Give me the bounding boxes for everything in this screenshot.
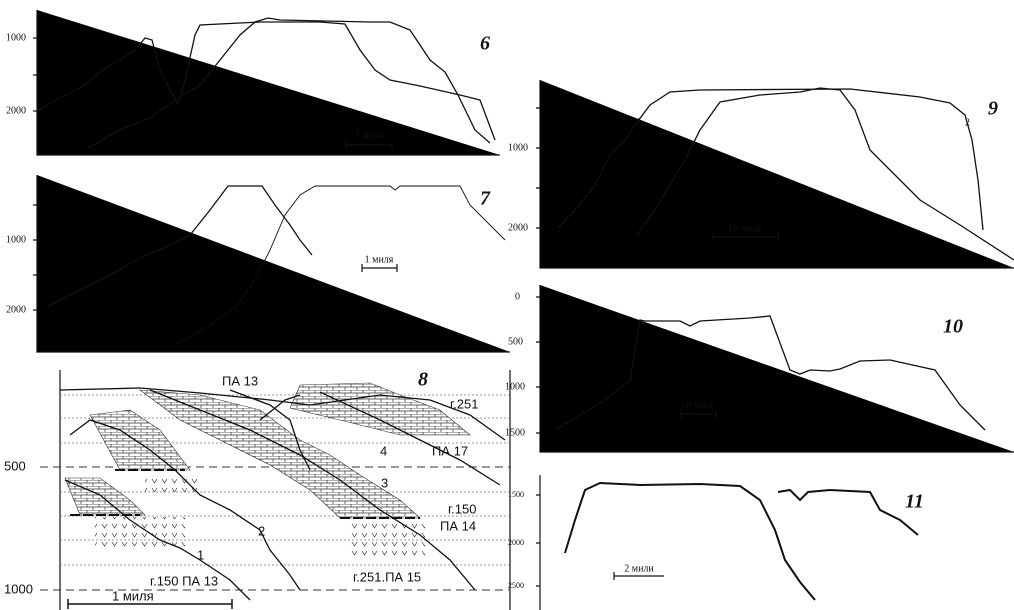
annotation: ПА 14 (440, 518, 476, 533)
volcanics (350, 524, 425, 560)
axis (36, 10, 500, 156)
annotation: г.150 ПА 13 (150, 573, 218, 588)
contact (70, 469, 420, 519)
profile (149, 389, 476, 591)
profile (64, 479, 251, 601)
panel-7: 1000 2000 1 миля 7 (6, 175, 510, 353)
scale-label: 1 миля (365, 254, 394, 265)
ticks (536, 296, 540, 434)
scale-bar (712, 233, 779, 241)
panel-6: 1000 2000 1 миля 6 (6, 10, 500, 156)
profile (777, 488, 919, 536)
volcanics (145, 476, 200, 492)
annotation: 1 (637, 116, 642, 127)
panel-label: 10 (943, 316, 963, 338)
panel-10: 0 500 1000 1500 10 миль 10 (505, 285, 1014, 453)
profile (59, 387, 506, 441)
profile (554, 315, 986, 431)
scale-label: 10 миль (728, 223, 762, 234)
profile (69, 419, 301, 591)
profile (259, 394, 301, 421)
panel-8: 500 1000 1 миля 8 ПА 13 г.251 4 ПА 17 3 … (4, 369, 511, 610)
profile (636, 87, 1014, 261)
limestone (64, 477, 146, 516)
profile (36, 21, 496, 141)
tick-label: 2500 (508, 581, 524, 590)
profile (229, 389, 311, 471)
tick-label: 1000 (505, 381, 525, 392)
annotation: 3 (381, 475, 388, 490)
tick-label: 2000 (6, 304, 26, 315)
panel-label: 8 (418, 369, 428, 391)
profile (87, 17, 491, 149)
tick-label: 1000 (508, 142, 528, 153)
annotation: 1 (197, 547, 204, 562)
tick-label: 2000 (508, 538, 524, 547)
scale-bar (613, 572, 664, 580)
scale-label: 1 миля (355, 130, 384, 141)
axis (36, 175, 510, 353)
panel-label: 7 (480, 188, 491, 210)
panel-11: 1500 2000 2500 2 мили 11 (508, 475, 924, 610)
tick-label: 1000 (6, 234, 26, 245)
ticks (33, 204, 37, 311)
tick-label: 2000 (508, 222, 528, 233)
tick-label: 1000 (4, 581, 33, 596)
axis (59, 370, 511, 610)
ticks (33, 37, 37, 112)
scale-label: 1 миля (112, 588, 154, 603)
scale-bar (67, 599, 233, 609)
tick-label: 1500 (505, 427, 525, 438)
profile (174, 185, 506, 346)
profile (557, 88, 984, 231)
profile (564, 481, 816, 601)
tick-label: 500 (508, 336, 523, 347)
annotation: 4 (380, 443, 387, 458)
panel-9: 1000 2000 1 2 10 миль 9 (508, 80, 1014, 269)
profile (319, 391, 501, 486)
panel-label: 6 (480, 33, 490, 55)
annotation: 2 (258, 523, 265, 538)
tick-label: 2000 (6, 105, 26, 116)
annotation: 2 (965, 117, 970, 128)
tick-label: 0 (515, 291, 520, 302)
scale-bar (680, 410, 717, 418)
ticks (536, 494, 540, 587)
ticks (536, 107, 544, 229)
annotation: г.251.ПА 15 (353, 569, 421, 584)
limestone (289, 382, 471, 436)
tick-label: 500 (4, 458, 26, 473)
scale-bar (345, 141, 393, 149)
annotation: г.251 (450, 396, 478, 411)
tick-label: 1500 (508, 490, 524, 499)
profile (46, 185, 313, 308)
annotation: ПА 17 (432, 443, 468, 458)
scale-label: 2 мили (624, 563, 654, 574)
axis (539, 80, 1014, 269)
panel-label: 11 (905, 491, 924, 513)
limestone (89, 409, 191, 471)
annotation: ПА 13 (222, 373, 258, 388)
annotation: г.150 (448, 501, 476, 516)
scale-bar (361, 264, 398, 272)
axis (539, 285, 1014, 453)
scale-label: 10 миль (681, 400, 715, 411)
panel-label: 9 (988, 98, 998, 120)
tick-label: 1000 (6, 32, 26, 43)
